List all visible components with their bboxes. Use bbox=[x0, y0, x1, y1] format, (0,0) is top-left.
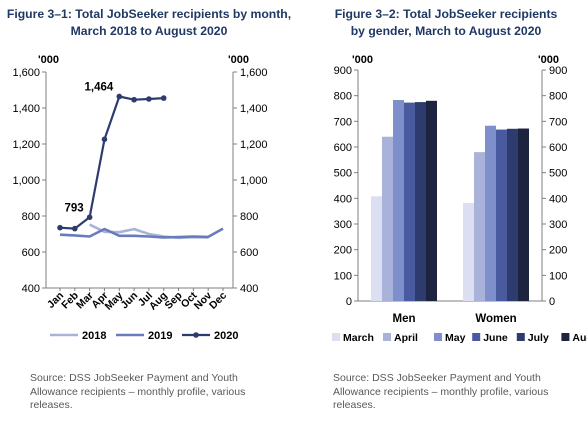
y-tick-label-left: 300 bbox=[334, 219, 352, 231]
legend-marker-2020 bbox=[193, 332, 199, 338]
bar-men-march bbox=[371, 196, 382, 301]
data-point-2020-aug bbox=[160, 95, 167, 101]
legend-swatch-march bbox=[332, 333, 340, 341]
y-tick-label-left: 700 bbox=[334, 116, 352, 128]
data-point-2020-feb bbox=[72, 225, 78, 232]
annotation-793: 793 bbox=[64, 202, 83, 214]
y-tick-label-left: 1,400 bbox=[12, 103, 40, 115]
y-tick-label-right: 1,000 bbox=[240, 175, 268, 187]
y-tick-label-left: 900 bbox=[334, 65, 352, 77]
series-line-2019 bbox=[59, 227, 224, 239]
bar-men-april bbox=[382, 136, 393, 301]
bar-women-may bbox=[485, 125, 496, 302]
legend-swatch-august bbox=[561, 333, 570, 341]
y-tick-label-right: 800 bbox=[240, 211, 258, 223]
x-category-label-men: Men bbox=[393, 313, 416, 325]
y-tick-label-left: 1,600 bbox=[12, 67, 40, 79]
legend-label-june: June bbox=[483, 332, 508, 344]
line-chart-monthly-recipients: '000 '000 400 400 600 600 800 800 1,000 1,000 1,20… bbox=[12, 54, 268, 342]
y-tick-label-left: 600 bbox=[22, 247, 40, 259]
y-tick-label-right: 500 bbox=[549, 168, 567, 180]
bar-women-april bbox=[474, 152, 485, 301]
legend-swatch-july bbox=[516, 333, 525, 341]
x-category-label-women: Women bbox=[475, 313, 516, 325]
y-tick-label-right: 100 bbox=[549, 270, 567, 282]
y-tick-label-left: 800 bbox=[22, 211, 40, 223]
data-point-2020-jan bbox=[57, 224, 63, 231]
bar-chart-recipients-by-gender: '000 '000 0 0 100 100 200 200 300 300 400 400 500 500… bbox=[332, 54, 587, 344]
data-point-2020-may bbox=[116, 93, 123, 100]
y-tick-label-right: 0 bbox=[549, 296, 555, 308]
figure-1-source: Source: DSS JobSeeker Payment and Youth … bbox=[30, 372, 246, 411]
legend-label-august: August bbox=[572, 332, 587, 344]
y-tick-label-left: 500 bbox=[334, 168, 352, 180]
y-tick-label-left: 400 bbox=[334, 193, 352, 205]
bar-women-june bbox=[496, 129, 507, 301]
y-tick-label-right: 400 bbox=[549, 193, 567, 205]
y-tick-label-left: 100 bbox=[334, 270, 352, 282]
bar-men-may bbox=[393, 100, 404, 301]
data-point-2020-jun bbox=[131, 96, 137, 103]
y-tick-label-right: 600 bbox=[240, 247, 258, 259]
y-tick-label-right: 1,400 bbox=[240, 103, 268, 115]
x-tick-label-dec: Dec bbox=[207, 290, 229, 312]
legend-label-2020: 2020 bbox=[214, 330, 238, 342]
legend-label-march: March bbox=[343, 332, 374, 344]
legend-label-2018: 2018 bbox=[82, 330, 106, 342]
bar-women-august bbox=[518, 128, 529, 301]
y-tick-label-right: 200 bbox=[549, 245, 567, 257]
figure-2-title-line2: by gender, March to August 2020 bbox=[350, 24, 542, 38]
y-axis-unit-right: '000 bbox=[228, 54, 249, 66]
figure-1-title-line2: March 2018 to August 2020 bbox=[70, 24, 228, 38]
figure-1-title: Figure 3–1: Total JobSeeker recipients b… bbox=[4, 6, 294, 40]
y-tick-label-right: 600 bbox=[549, 142, 567, 154]
y-axis-unit-left: '000 bbox=[352, 54, 373, 66]
y-tick-label-left: 200 bbox=[334, 245, 352, 257]
bar-men-june bbox=[404, 102, 415, 301]
legend-label-2019: 2019 bbox=[148, 330, 172, 342]
annotation-1-464: 1,464 bbox=[84, 81, 113, 93]
y-tick-label-right: 1,200 bbox=[240, 139, 268, 151]
figure-2-source: Source: DSS JobSeeker Payment and Youth … bbox=[333, 372, 549, 411]
y-tick-label-right: 400 bbox=[240, 283, 258, 295]
bar-women-july bbox=[507, 128, 518, 301]
figure-1-title-line1: Figure 3–1: Total JobSeeker recipients b… bbox=[6, 7, 292, 21]
legend-label-july: July bbox=[528, 332, 549, 344]
y-tick-label-left: 800 bbox=[334, 91, 352, 103]
legend-label-may: May bbox=[445, 332, 466, 344]
y-tick-label-left: 1,200 bbox=[12, 139, 40, 151]
data-point-2020-apr bbox=[101, 136, 108, 143]
figure-2-title: Figure 3–2: Total JobSeeker recipients b… bbox=[312, 6, 580, 40]
legend-label-april: April bbox=[394, 332, 418, 344]
y-tick-label-right: 700 bbox=[549, 116, 567, 128]
y-tick-label-right: 800 bbox=[549, 91, 567, 103]
bar-men-july bbox=[415, 102, 426, 301]
y-tick-label-left: 400 bbox=[22, 283, 40, 295]
y-axis-unit-left: '000 bbox=[38, 54, 59, 66]
y-tick-label-left: 1,000 bbox=[12, 175, 40, 187]
y-tick-label-right: 900 bbox=[549, 65, 567, 77]
data-point-2020-mar bbox=[86, 214, 93, 221]
bar-men-august bbox=[426, 100, 437, 301]
data-point-2020-jul bbox=[146, 96, 152, 102]
y-tick-label-left: 600 bbox=[334, 142, 352, 154]
legend-swatch-april bbox=[383, 333, 391, 341]
bar-women-march bbox=[463, 202, 474, 301]
legend-swatch-june bbox=[472, 333, 481, 341]
legend-swatch-may bbox=[434, 333, 442, 341]
y-tick-label-right: 300 bbox=[549, 219, 567, 231]
y-axis-unit-right: '000 bbox=[538, 54, 559, 66]
y-tick-label-right: 1,600 bbox=[240, 67, 268, 79]
figure-2-title-line1: Figure 3–2: Total JobSeeker recipients bbox=[334, 7, 558, 21]
y-tick-label-left: 0 bbox=[346, 296, 352, 308]
